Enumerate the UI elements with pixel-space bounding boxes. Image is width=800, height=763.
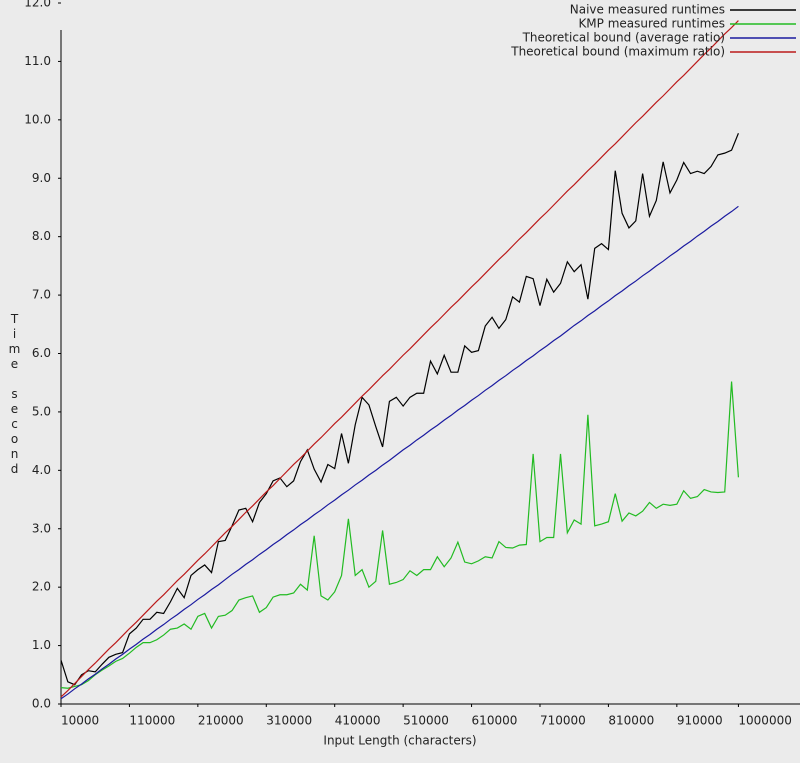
x-tick-label: 910000 [677,714,723,728]
y-tick-label: 10.0 [24,112,51,126]
y-tick-label: 4.0 [32,463,51,477]
y-tick-label: 9.0 [32,171,51,185]
y-tick-label: 2.0 [32,580,51,594]
series-line [60,381,740,689]
y-tick-label: 5.0 [32,404,51,418]
x-axis-label: Input Length (characters) [323,734,476,748]
legend-label: Naive measured runtimes [570,3,725,17]
y-tick-label: 7.0 [32,288,51,302]
x-tick-label: 510000 [403,714,449,728]
y-tick-label: 0.0 [32,697,51,711]
x-tick-label: 410000 [335,714,381,728]
y-tick-label: 11.0 [24,54,51,68]
y-tick-label: 3.0 [32,521,51,535]
x-tick-label: 10000 [61,714,99,728]
x-tick-label: 310000 [266,714,312,728]
series-line [60,205,739,700]
x-tick-label: 810000 [608,714,654,728]
x-tick-label: 110000 [129,714,175,728]
series-line [60,133,739,686]
x-tick-label: 210000 [198,714,244,728]
y-tick-label: 6.0 [32,346,51,360]
legend-label: KMP measured runtimes [578,17,725,31]
series-line [60,20,739,698]
x-tick-label: 710000 [540,714,586,728]
y-tick-label: 1.0 [32,638,51,652]
y-tick-label: 12.0 [24,0,51,10]
x-tick-label: 1000000 [738,714,791,728]
y-tick-label: 8.0 [32,229,51,243]
legend-label: Theoretical bound (average ratio) [522,31,725,45]
y-axis-label: Time second [8,312,22,477]
legend-label: Theoretical bound (maximum ratio) [510,45,725,59]
x-tick-label: 610000 [472,714,518,728]
